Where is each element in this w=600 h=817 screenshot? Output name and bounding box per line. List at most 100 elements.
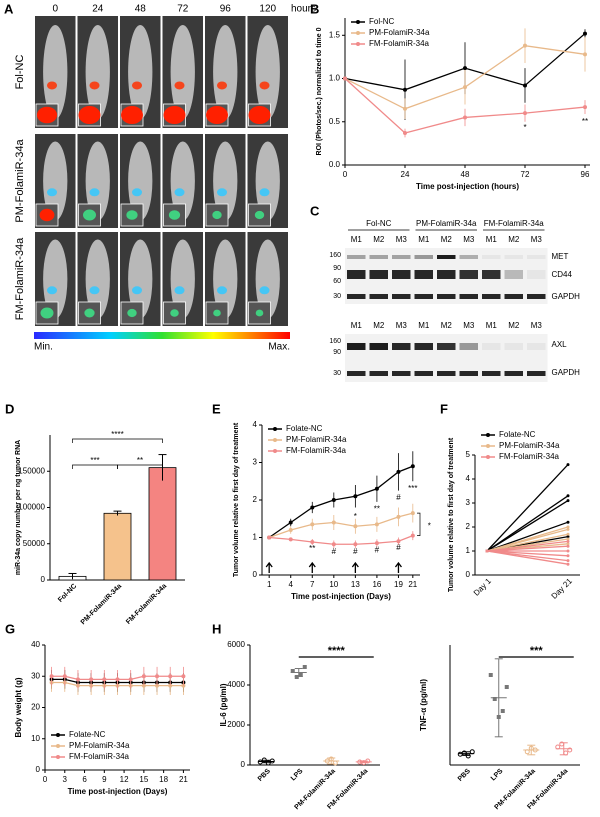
row-label: FM-FolamiR-34a bbox=[14, 237, 26, 320]
annotation: ** bbox=[374, 504, 380, 513]
band bbox=[504, 343, 523, 350]
legend-marker bbox=[486, 433, 490, 437]
annotation: * bbox=[354, 512, 357, 521]
y-tick-label: 2 bbox=[253, 495, 258, 504]
annotation: # bbox=[396, 493, 401, 502]
annotation: # bbox=[375, 545, 380, 554]
band bbox=[504, 294, 523, 299]
point bbox=[343, 76, 347, 81]
time-label: 72 bbox=[177, 4, 189, 15]
point bbox=[310, 522, 315, 527]
y-tick-label: 4000 bbox=[227, 680, 245, 689]
subject-line bbox=[486, 464, 569, 552]
lane-label: M3 bbox=[463, 321, 475, 330]
x-tick-label: 13 bbox=[351, 580, 360, 589]
point bbox=[288, 520, 293, 525]
lane-label: M1 bbox=[418, 321, 430, 330]
band bbox=[369, 270, 388, 279]
x-tick-label: 10 bbox=[329, 580, 338, 589]
lane-label: M2 bbox=[441, 321, 453, 330]
annotation: *** bbox=[530, 645, 544, 657]
point bbox=[331, 542, 336, 547]
y-tick-label: 5 bbox=[466, 450, 471, 459]
treatment-arrow bbox=[394, 561, 402, 573]
panel-label: B bbox=[310, 1, 319, 16]
time-label: 0 bbox=[52, 4, 58, 15]
x-tick-label: 6 bbox=[82, 775, 87, 784]
signal bbox=[259, 286, 270, 295]
band bbox=[459, 255, 478, 259]
point bbox=[410, 464, 415, 469]
point bbox=[463, 66, 467, 71]
annotation: ** bbox=[309, 544, 315, 553]
point bbox=[566, 494, 570, 498]
time-label: 96 bbox=[220, 4, 232, 15]
y-tick-label: 2000 bbox=[227, 720, 245, 729]
annotation: # bbox=[353, 547, 358, 556]
signal bbox=[89, 81, 100, 90]
mw-marker: 90 bbox=[333, 349, 341, 356]
mouse-body bbox=[43, 24, 68, 120]
y-tick-label: 1.0 bbox=[329, 74, 341, 83]
y-tick-label: 2 bbox=[466, 522, 471, 531]
mouse-body bbox=[255, 24, 280, 120]
lane-label: M1 bbox=[486, 235, 498, 244]
mouse-body bbox=[170, 239, 195, 319]
point bbox=[504, 685, 509, 689]
subject-line bbox=[486, 521, 569, 552]
point bbox=[403, 131, 407, 136]
band bbox=[369, 255, 388, 259]
y-tick-label: 4 bbox=[466, 474, 471, 483]
band bbox=[459, 270, 478, 279]
point bbox=[128, 677, 133, 682]
point bbox=[566, 532, 570, 536]
signal bbox=[174, 286, 185, 295]
point bbox=[566, 463, 570, 467]
inset-signal bbox=[40, 307, 54, 319]
x-tick-label: 0 bbox=[343, 170, 348, 179]
x-tick-label: PBS bbox=[257, 768, 272, 783]
x-tick-label: Fol-NC bbox=[57, 583, 78, 604]
protein-label: AXL bbox=[552, 340, 568, 349]
point bbox=[463, 85, 467, 90]
legend-marker bbox=[486, 455, 490, 459]
point bbox=[310, 540, 315, 544]
subject-line bbox=[486, 550, 569, 565]
group-label: PM-FolamiR-34a bbox=[416, 219, 477, 228]
inset-signal bbox=[36, 106, 58, 124]
x-tick-label: 96 bbox=[581, 170, 590, 179]
band bbox=[369, 294, 388, 299]
point bbox=[374, 541, 379, 546]
significance-bracket bbox=[72, 438, 163, 443]
subject-line bbox=[486, 528, 569, 552]
legend-label: PM-FolamiR-34a bbox=[69, 741, 130, 750]
point bbox=[102, 677, 107, 682]
y-tick-label: 10 bbox=[31, 734, 40, 743]
y-tick-label: 0.5 bbox=[329, 117, 341, 126]
legend-label: FM-FolamiR-34a bbox=[369, 39, 430, 48]
inset-signal bbox=[255, 309, 264, 317]
x-tick-label: 21 bbox=[179, 775, 188, 784]
band bbox=[459, 343, 478, 350]
row-label: PM-FolamiR-34a bbox=[14, 139, 26, 223]
mouse-body bbox=[43, 141, 68, 221]
point bbox=[566, 535, 570, 539]
x-axis-label: Time post-injection (Days) bbox=[291, 592, 391, 601]
band bbox=[369, 371, 388, 376]
mouse-body bbox=[170, 24, 195, 120]
point bbox=[331, 520, 336, 525]
mouse-body bbox=[255, 141, 280, 221]
x-tick-label: 3 bbox=[63, 775, 68, 784]
x-tick-label: LPS bbox=[290, 768, 305, 783]
point bbox=[403, 106, 407, 111]
band bbox=[504, 371, 523, 376]
point bbox=[374, 522, 379, 527]
point bbox=[49, 674, 54, 679]
band bbox=[414, 371, 433, 376]
point bbox=[488, 673, 493, 677]
point bbox=[566, 537, 570, 541]
y-tick-label: 0 bbox=[241, 760, 246, 769]
protein-label: GAPDH bbox=[552, 368, 581, 377]
lane-label: M3 bbox=[531, 235, 543, 244]
inset-signal bbox=[121, 106, 143, 124]
